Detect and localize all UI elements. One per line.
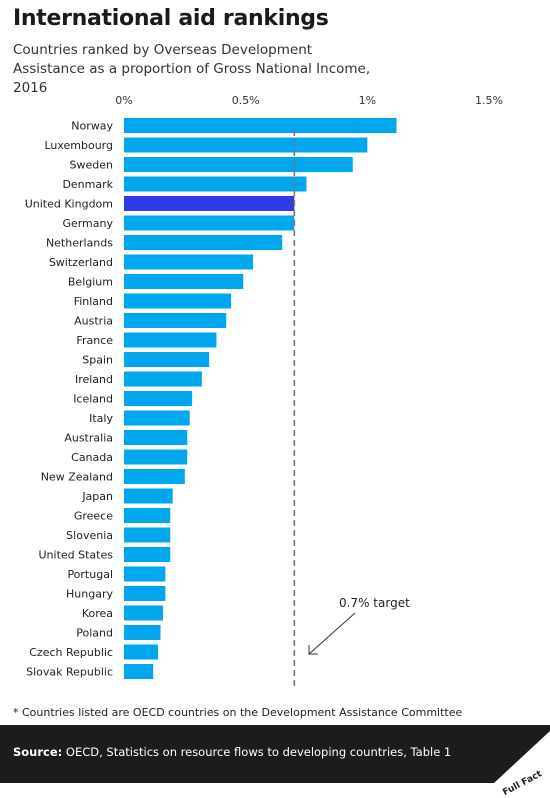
bar bbox=[124, 118, 397, 133]
category-label: Switzerland bbox=[49, 256, 113, 269]
bar bbox=[124, 430, 188, 445]
bar bbox=[124, 644, 159, 660]
source-detail: OECD, Statistics on resource flows to de… bbox=[62, 745, 452, 759]
category-label: Denmark bbox=[62, 178, 113, 191]
target-annotation: 0.7% target bbox=[293, 130, 410, 687]
x-tick-label: 1.5% bbox=[475, 94, 503, 107]
bar bbox=[124, 313, 227, 328]
category-label: Netherlands bbox=[46, 237, 113, 250]
category-label: Canada bbox=[71, 451, 113, 464]
bar bbox=[124, 352, 210, 367]
category-label: Germany bbox=[62, 217, 113, 230]
category-label: Sweden bbox=[70, 159, 113, 172]
source-bar: Source: OECD, Statistics on resource flo… bbox=[0, 725, 550, 798]
category-label: Italy bbox=[89, 412, 113, 425]
bar bbox=[124, 664, 154, 679]
chart-subtitle: Countries ranked by Overseas Development… bbox=[13, 42, 371, 96]
bar bbox=[124, 547, 171, 562]
source-label: Source: bbox=[13, 745, 63, 759]
category-label: Spain bbox=[82, 354, 113, 367]
bar bbox=[124, 293, 232, 309]
category-label: United Kingdom bbox=[25, 198, 113, 211]
category-label: Norway bbox=[71, 120, 113, 133]
bar bbox=[124, 274, 244, 289]
bar bbox=[124, 605, 163, 621]
bar bbox=[124, 586, 166, 601]
category-label: Austria bbox=[74, 315, 113, 328]
category-label: Iceland bbox=[73, 393, 113, 406]
x-axis-ticks: 0% 0.5% 1% 1.5% bbox=[115, 94, 503, 107]
category-label: Ireland bbox=[75, 373, 113, 386]
bar bbox=[124, 371, 202, 387]
bar bbox=[124, 235, 283, 250]
bar bbox=[124, 527, 171, 543]
bar bbox=[124, 157, 353, 172]
category-label: Poland bbox=[76, 627, 113, 640]
bar bbox=[124, 254, 253, 270]
category-label: Belgium bbox=[68, 276, 113, 289]
bar bbox=[124, 137, 368, 153]
bar bbox=[124, 469, 185, 484]
category-label: Greece bbox=[74, 510, 113, 523]
x-tick-label: 1% bbox=[359, 94, 376, 107]
bar bbox=[124, 566, 166, 582]
category-label: Korea bbox=[82, 607, 113, 620]
category-labels: Norway Luxembourg Sweden Denmark United King… bbox=[25, 120, 114, 679]
target-arrow-head bbox=[308, 645, 318, 655]
bar bbox=[124, 332, 217, 348]
category-label: Finland bbox=[74, 295, 113, 308]
bar bbox=[124, 508, 171, 523]
x-tick-label: 0.5% bbox=[232, 94, 260, 107]
category-label: Portugal bbox=[67, 568, 113, 581]
category-label: Luxembourg bbox=[44, 139, 113, 152]
target-arrow-line bbox=[308, 612, 356, 655]
category-label: Australia bbox=[64, 432, 113, 445]
bar bbox=[124, 625, 161, 640]
x-tick-label: 0% bbox=[115, 94, 132, 107]
source-text: Source: OECD, Statistics on resource flo… bbox=[13, 745, 451, 759]
target-label: 0.7% target bbox=[339, 596, 410, 610]
footnote: * Countries listed are OECD countries on… bbox=[13, 706, 463, 719]
category-label: Japan bbox=[81, 490, 113, 503]
category-label: Czech Republic bbox=[29, 646, 113, 659]
category-label: Slovenia bbox=[66, 529, 113, 542]
category-label: Hungary bbox=[66, 588, 113, 601]
chart-title: International aid rankings bbox=[13, 6, 329, 31]
bar bbox=[124, 449, 188, 465]
brand-logo bbox=[494, 731, 550, 783]
bar-chart: 0% 0.5% 1% 1.5% Norway Luxembourg Sweden Denma… bbox=[25, 94, 503, 687]
category-label: France bbox=[76, 334, 113, 347]
bar bbox=[124, 391, 193, 406]
bar bbox=[124, 410, 190, 426]
bar bbox=[124, 196, 295, 211]
bar bbox=[124, 176, 307, 192]
bar bbox=[124, 488, 173, 504]
category-label: New Zealand bbox=[41, 471, 113, 484]
bars bbox=[124, 118, 397, 679]
bar bbox=[124, 215, 295, 231]
category-label: United States bbox=[39, 549, 114, 562]
category-label: Slovak Republic bbox=[26, 666, 113, 679]
